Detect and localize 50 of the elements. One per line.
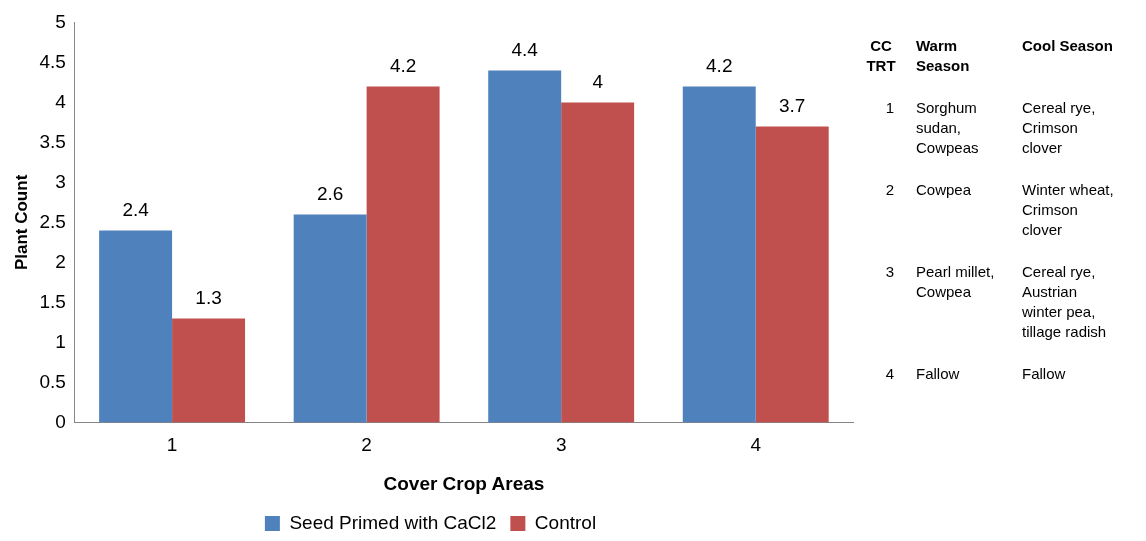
y-tick-label: 1 [55,330,66,352]
text: Pearl millet, Cowpea [916,262,996,302]
data-label: 2.6 [316,183,344,205]
y-tick-label: 5 [55,10,66,32]
bar [366,86,440,423]
text: Fallow [1022,364,1067,384]
y-tick-label: 3.5 [39,130,66,152]
bar [172,318,246,423]
text: 2 [884,180,895,200]
bar [99,230,173,423]
y-tick-label: 2.5 [39,210,66,232]
y-tick-label: 3 [55,170,66,192]
text: Cereal rye, Austrian winter pea, tillage radish [1022,262,1108,342]
text: 3 [884,262,895,282]
data-label: 4 [592,71,604,93]
data-label: 1.3 [195,287,222,309]
y-tick-label: 4 [55,90,67,112]
x-tick-label: 1 [166,434,178,456]
y-tick-label: 0 [55,410,66,432]
text: Winter wheat, Crimson clover [1022,180,1114,240]
text: Cereal rye, Crimson clover [1022,98,1097,158]
y-tick-label: 0.5 [39,370,66,392]
text: 1 [884,98,895,118]
data-label: 4.4 [511,39,539,61]
legend-label: Control [534,511,597,533]
text: Sorghum sudan, Cowpeas [916,98,980,158]
x-axis-title: Cover Crop Areas [383,472,545,494]
x-tick-label: 2 [361,434,372,456]
y-axis-title: Plant Count [11,174,31,271]
data-label: 3.7 [778,95,806,117]
text: Warm Season [916,36,971,76]
x-tick-label: 3 [555,434,567,456]
y-tick-label: 1.5 [39,290,66,312]
text: 4 [884,364,895,384]
bar [755,126,829,423]
x-tick-label: 4 [750,434,762,456]
y-tick-label: 4.5 [39,50,66,72]
bar [561,102,635,423]
legend-label: Seed Primed with CaCl2 [289,511,497,533]
text: CC TRT [865,36,897,76]
bar [488,70,562,423]
text: Cool Season [1022,36,1114,56]
y-tick-label: 2 [55,250,66,272]
text: Cowpea [916,180,973,200]
bar [293,214,367,423]
data-label: 4.2 [389,55,417,77]
bar [682,86,756,423]
data-label: 2.4 [122,199,150,221]
data-label: 4.2 [706,55,733,77]
text: Fallow [916,364,961,384]
